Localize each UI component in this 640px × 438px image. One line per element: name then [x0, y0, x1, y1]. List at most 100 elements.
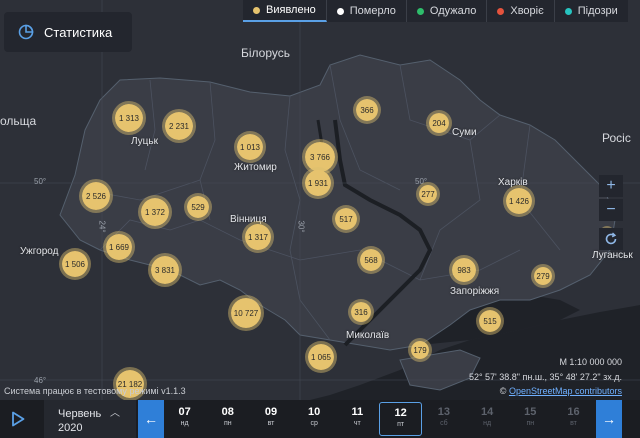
month-label: Червень	[58, 408, 102, 420]
cluster-marker[interactable]: 1 506	[59, 248, 91, 280]
cluster-marker[interactable]: 1 013	[234, 131, 266, 163]
arrow-left-icon: ←	[144, 411, 158, 427]
place-label-mykolaiv: Миколаїв	[346, 330, 390, 341]
filter-label: Померло	[349, 5, 396, 17]
place-label-luhansk: Луганськ	[592, 250, 633, 261]
cluster-marker[interactable]: 21 182	[113, 367, 147, 401]
play-icon	[12, 411, 25, 427]
grid-label-lon30: 30°	[296, 220, 306, 233]
attribution-prefix: ©	[499, 386, 509, 396]
chart-pie-icon	[18, 24, 34, 40]
year-label: 2020	[58, 422, 83, 434]
grid-label-lat50: 50°	[34, 177, 47, 186]
day-item[interactable]: 10 ср	[293, 400, 336, 438]
day-strip: 07 нд 08 пн 09 вт 10 ср 11 чт 12 пт 13 сб 14 нд …	[163, 400, 595, 438]
day-item[interactable]: 15 пн	[509, 400, 552, 438]
cluster-marker[interactable]: 2 526	[79, 179, 113, 213]
place-label-kharkiv: Харків	[498, 177, 528, 188]
day-item[interactable]: 13 сб	[422, 400, 465, 438]
day-item[interactable]: 08 пн	[206, 400, 249, 438]
zoom-out-button[interactable]: −	[599, 199, 623, 221]
cluster-marker[interactable]: 517	[332, 205, 360, 233]
cluster-marker[interactable]: 1 931	[302, 167, 334, 199]
statistics-button-label: Статистика	[44, 24, 113, 40]
day-number: 12	[394, 407, 407, 419]
cluster-marker[interactable]: 1 313	[112, 101, 146, 135]
sick-dot-icon	[497, 7, 505, 15]
country-label-belarus: Білорусь	[241, 46, 291, 60]
grid-label-lat46: 46°	[34, 376, 47, 385]
weekday: пт	[397, 421, 405, 428]
cluster-marker[interactable]: 1 426	[503, 185, 535, 217]
cluster-marker[interactable]: 1 669	[103, 231, 135, 263]
month-selector[interactable]: Червень 2020 ︿	[44, 400, 136, 438]
cluster-marker[interactable]: 204	[426, 110, 452, 136]
cluster-marker[interactable]: 515	[476, 307, 504, 335]
reset-view-button[interactable]	[599, 228, 623, 250]
filter-recovered[interactable]: Одужало	[407, 0, 488, 22]
died-dot-icon	[336, 7, 344, 15]
cursor-coordinates: 52° 57' 38.8" пн.ш., 35° 48' 27.2" зх.д.	[468, 372, 622, 382]
filter-label: Виявлено	[266, 4, 316, 16]
place-label-zhytomyr: Житомир	[234, 162, 277, 173]
play-button[interactable]	[0, 400, 36, 438]
grid-label-lon24: 24°	[97, 220, 107, 233]
detected-dot-icon	[253, 6, 260, 14]
day-number: 11	[351, 406, 364, 418]
day-number: 10	[308, 406, 321, 418]
filter-sick[interactable]: Хворіє	[487, 0, 555, 22]
cluster-marker[interactable]: 568	[357, 246, 385, 274]
day-number: 13	[437, 406, 451, 418]
day-number: 15	[524, 406, 537, 418]
day-item-selected[interactable]: 12 пт	[378, 402, 423, 436]
cluster-marker[interactable]: 316	[348, 299, 374, 325]
next-day-button[interactable]: →	[596, 400, 622, 438]
filter-detected[interactable]: Виявлено	[243, 0, 327, 22]
weekday: ср	[310, 420, 318, 427]
cluster-marker[interactable]: 10 727	[228, 295, 264, 331]
filter-died[interactable]: Померло	[327, 0, 407, 22]
timeline-bar: Червень 2020 ︿ ← 07 нд 08 пн 09 вт 10 ср 11 ч…	[0, 400, 640, 438]
weekday: нд	[483, 420, 492, 427]
chevron-up-icon: ︿	[110, 408, 120, 419]
day-item[interactable]: 07 нд	[163, 400, 206, 438]
weekday: нд	[180, 420, 189, 427]
map-attribution: © OpenStreetMap contributors	[500, 386, 622, 396]
status-filter-tabs: Виявлено Померло Одужало Хворіє Підозри	[243, 0, 628, 22]
arrow-right-icon: →	[602, 411, 616, 427]
filter-label: Хворіє	[510, 5, 544, 17]
filter-label: Одужало	[429, 5, 477, 17]
statistics-button[interactable]: Статистика	[4, 12, 132, 52]
day-item[interactable]: 11 чт	[336, 400, 379, 438]
day-item[interactable]: 09 вт	[249, 400, 292, 438]
day-item[interactable]: 14 нд	[466, 400, 509, 438]
weekday: сб	[440, 420, 448, 427]
cluster-marker[interactable]: 366	[353, 96, 381, 124]
weekday: чт	[353, 420, 361, 427]
refresh-icon	[605, 232, 617, 245]
day-number: 14	[480, 406, 494, 418]
filter-suspected[interactable]: Підозри	[555, 0, 628, 22]
place-label-zaporizhzhia: Запоріжжя	[450, 286, 500, 297]
cluster-marker[interactable]: 1 317	[242, 221, 274, 253]
day-item[interactable]: 16 вт	[552, 400, 595, 438]
place-label-sumy: Суми	[452, 127, 477, 138]
cluster-marker[interactable]: 2 231	[162, 109, 196, 143]
place-label-lutsk: Луцьк	[131, 136, 158, 147]
day-number: 07	[178, 406, 191, 418]
cluster-marker[interactable]: 529	[184, 193, 212, 221]
cluster-marker[interactable]: 1 065	[305, 341, 337, 373]
cluster-marker[interactable]: 983	[449, 255, 479, 285]
weekday: вт	[570, 420, 577, 427]
filter-label: Підозри	[577, 5, 618, 17]
cluster-marker[interactable]: 179	[408, 338, 432, 362]
cluster-marker[interactable]: 1 372	[138, 195, 172, 229]
grid-label-lat50-mid: 50°	[415, 177, 428, 186]
cluster-marker[interactable]: 279	[531, 264, 555, 288]
cluster-marker[interactable]: 3 831	[148, 253, 182, 287]
cluster-marker[interactable]: 277	[416, 182, 440, 206]
day-number: 08	[221, 406, 234, 418]
previous-day-button[interactable]: ←	[138, 400, 164, 438]
osm-link[interactable]: OpenStreetMap contributors	[508, 386, 622, 396]
zoom-in-button[interactable]: +	[599, 175, 623, 197]
